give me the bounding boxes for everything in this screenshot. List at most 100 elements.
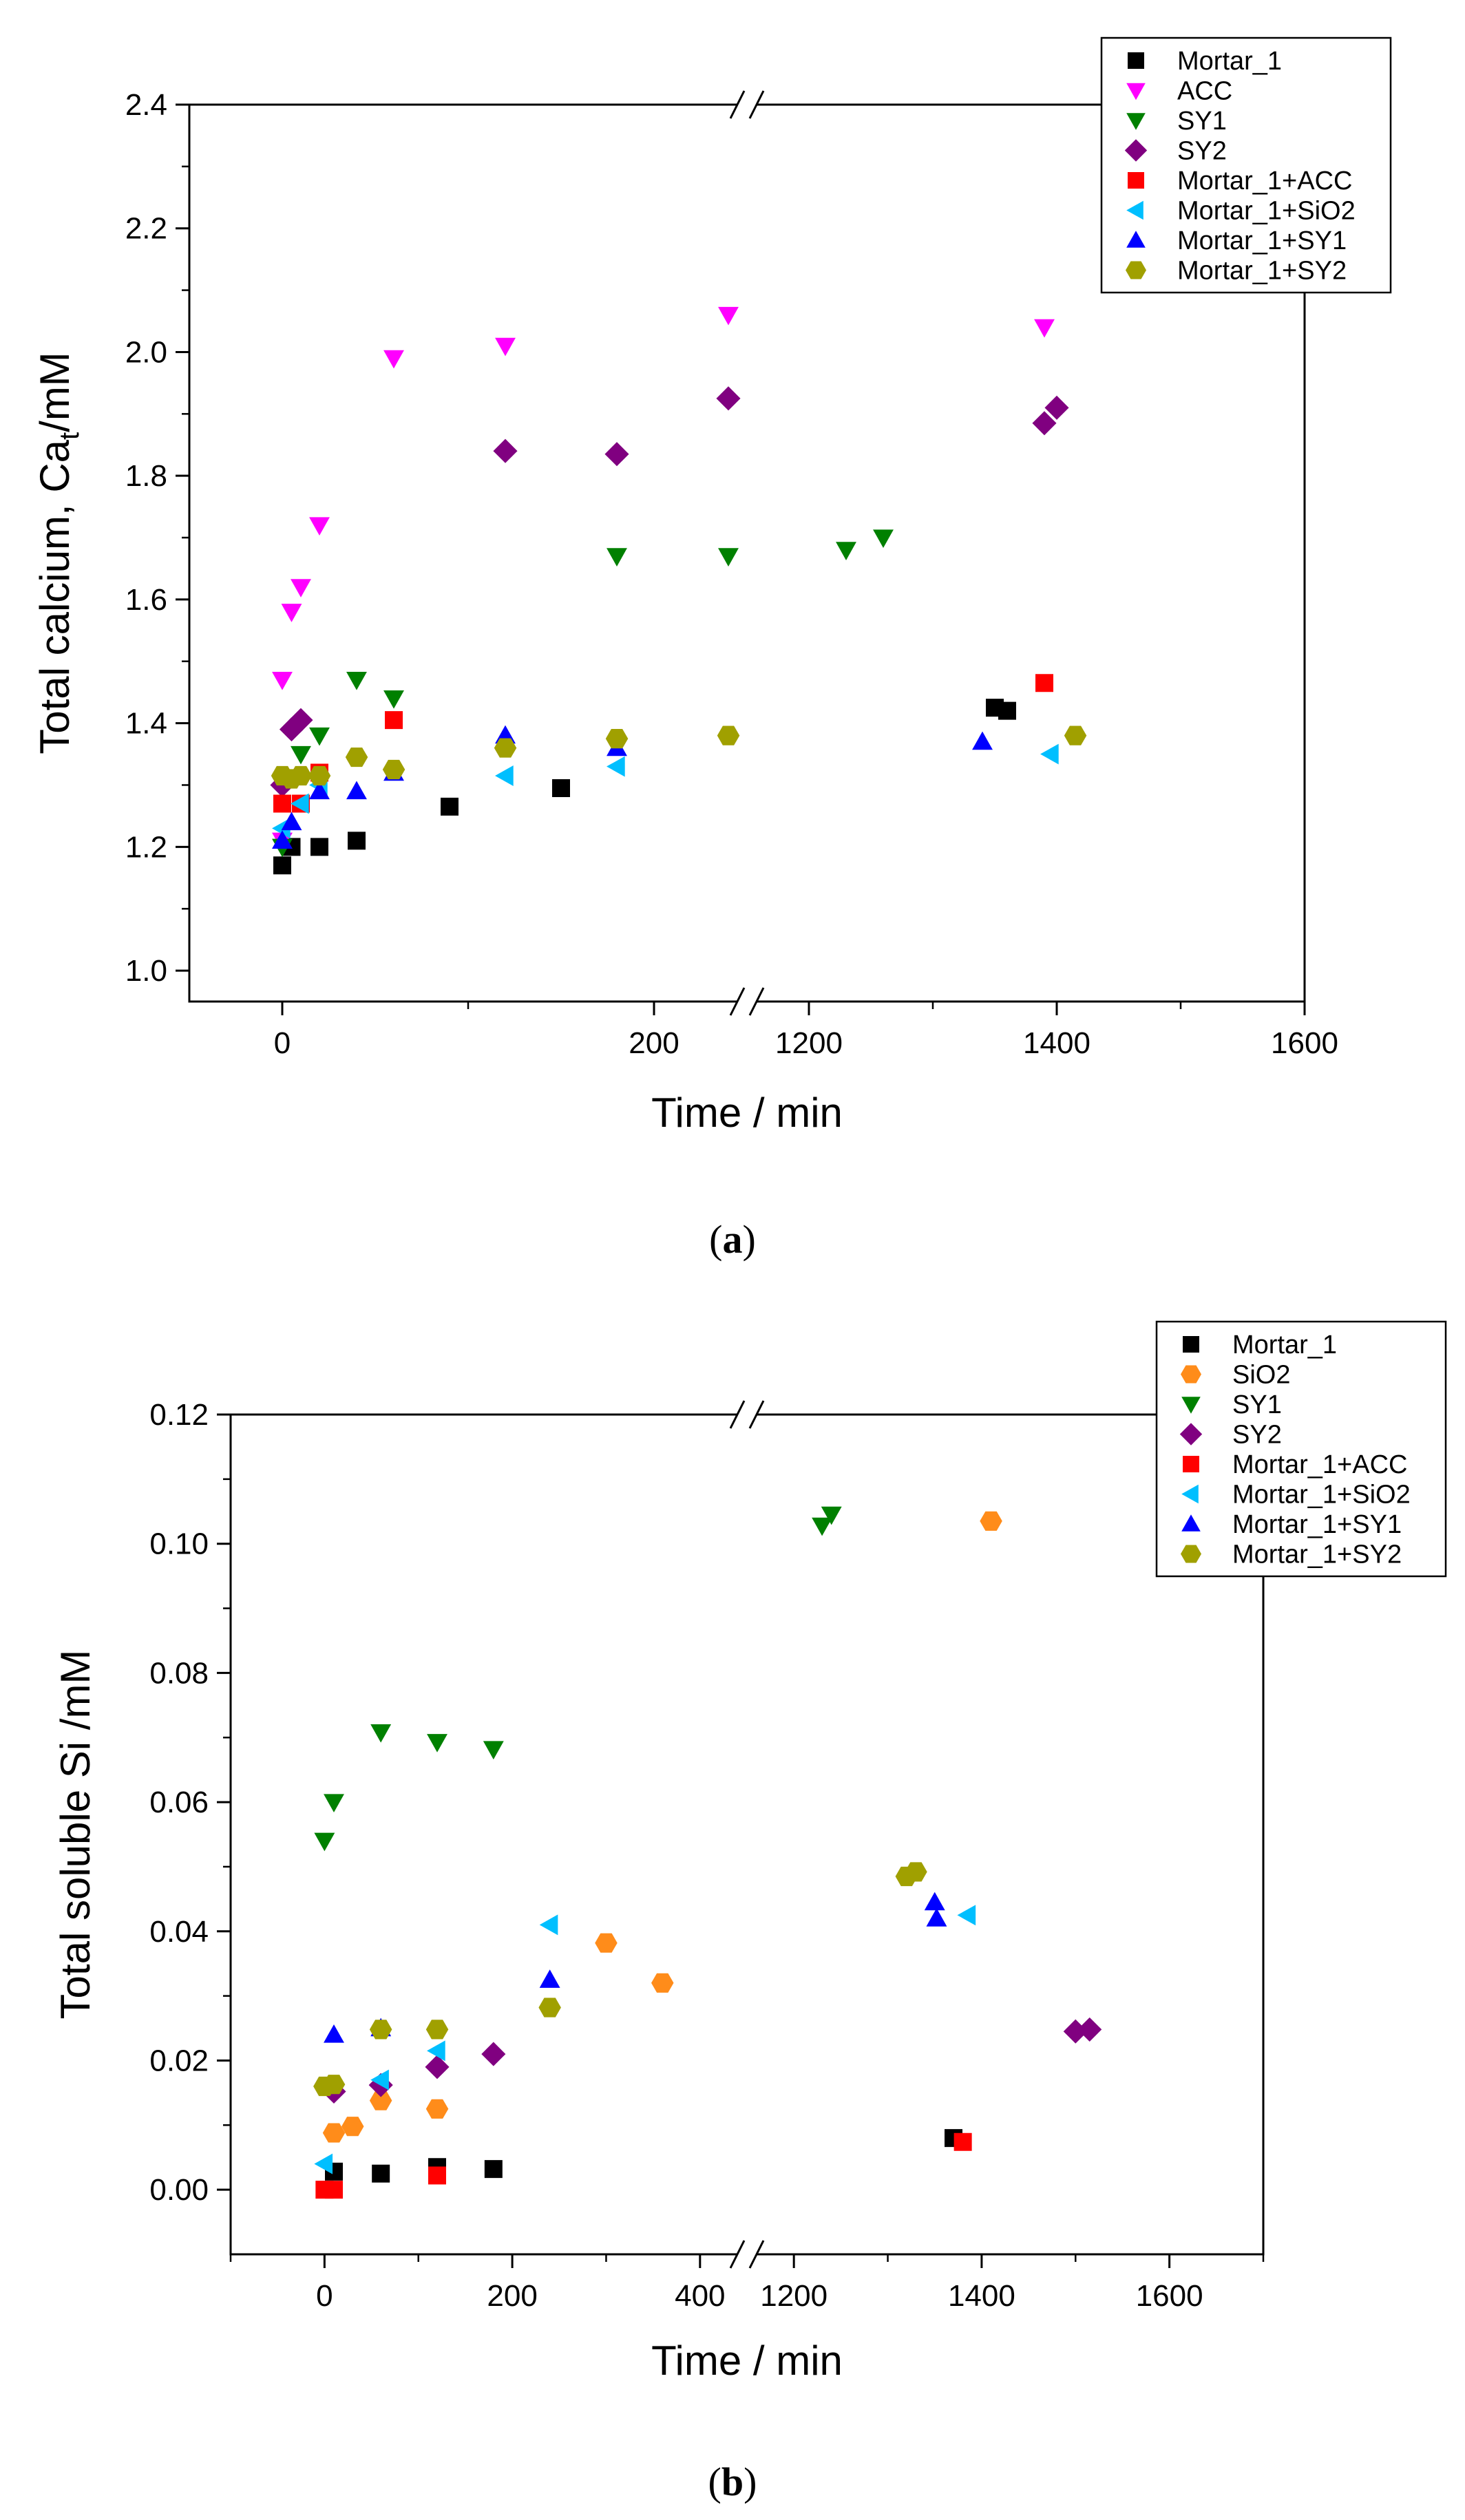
legend-box xyxy=(1155,1320,1447,1578)
data-point xyxy=(926,1908,947,1927)
data-point xyxy=(314,2153,333,2174)
x-tick-label: 1400 xyxy=(1023,1026,1090,1060)
y-tick-label: 1.8 xyxy=(125,459,167,493)
legend-marker xyxy=(1181,1484,1199,1504)
legend-marker xyxy=(1181,1365,1201,1384)
legend-entry: Mortar_1+SiO2 xyxy=(1177,197,1356,226)
legend-entry: Mortar_1 xyxy=(1232,1331,1337,1359)
data-point xyxy=(309,727,330,746)
legend-marker xyxy=(1183,1456,1199,1472)
data-point xyxy=(1044,395,1069,420)
x-tick-label: 400 xyxy=(675,2279,725,2313)
legend-marker xyxy=(1181,1397,1201,1414)
data-point xyxy=(1040,743,1059,765)
data-point xyxy=(495,337,516,357)
data-point xyxy=(291,793,309,814)
data-point xyxy=(425,2099,449,2119)
y-tick-label: 0.00 xyxy=(149,2173,209,2207)
y-axis-title-main: Total soluble Si /mM xyxy=(52,1650,98,2020)
axis-break-mark xyxy=(748,987,765,1016)
data-point xyxy=(427,1734,447,1753)
axis-break-gap xyxy=(737,2239,757,2269)
data-point xyxy=(289,765,313,786)
data-point xyxy=(924,1892,945,1911)
data-point xyxy=(341,2117,364,2137)
data-point xyxy=(716,386,741,411)
data-point xyxy=(905,1862,927,1882)
data-point xyxy=(369,2020,392,2040)
data-point xyxy=(1035,674,1053,692)
data-point xyxy=(322,2075,346,2095)
plot-frame xyxy=(229,1413,1265,2256)
data-point xyxy=(346,781,367,800)
axis-break-mark xyxy=(729,987,746,1016)
data-point xyxy=(382,759,405,780)
data-point xyxy=(385,711,403,730)
axis-break-gap xyxy=(737,89,757,120)
legend-entry: Mortar_1+SiO2 xyxy=(1232,1481,1411,1510)
data-point xyxy=(425,2055,450,2079)
axis-break-mark xyxy=(748,90,765,119)
data-point xyxy=(291,579,311,597)
legend-entry: Mortar_1 xyxy=(1177,47,1282,76)
y-tick-label: 1.2 xyxy=(125,830,167,864)
legend-box xyxy=(1100,36,1392,294)
data-point xyxy=(953,2132,972,2151)
legend-marker xyxy=(1128,172,1144,189)
data-point xyxy=(718,306,739,326)
y-tick-label: 2.0 xyxy=(125,335,167,369)
data-point xyxy=(427,2040,445,2062)
legend-entry: Mortar_1+ACC xyxy=(1232,1450,1407,1479)
y-tick-label: 2.2 xyxy=(125,212,167,246)
data-point xyxy=(441,797,459,816)
y-axis-title-main: Total calcium, Ca xyxy=(32,439,78,754)
y-tick-label: 0.06 xyxy=(149,1786,209,1819)
axis-break-mark xyxy=(729,90,746,119)
data-point xyxy=(972,731,993,750)
data-point xyxy=(425,2020,449,2040)
data-point xyxy=(552,779,570,797)
legend-entry: Mortar_1+SY2 xyxy=(1177,257,1347,286)
data-point xyxy=(288,708,313,732)
y-axis-title: Total soluble Si /mM xyxy=(52,1650,98,2020)
data-point xyxy=(383,350,404,369)
series-SY2 xyxy=(270,386,1069,798)
data-point xyxy=(604,442,629,467)
data-point xyxy=(821,1506,842,1525)
data-point xyxy=(1032,411,1057,436)
data-point xyxy=(495,765,514,786)
series-SY1 xyxy=(314,1506,842,1852)
data-point xyxy=(348,832,366,850)
data-point xyxy=(494,738,517,758)
legend-marker xyxy=(1181,1514,1201,1532)
data-point xyxy=(372,2164,390,2183)
data-point xyxy=(1077,2017,1102,2042)
data-point xyxy=(346,672,367,690)
series-Mortar_1+SY1 xyxy=(272,725,993,849)
data-point xyxy=(873,529,894,548)
axis-break-mark xyxy=(729,1400,746,1429)
data-point xyxy=(370,2069,389,2090)
data-point xyxy=(718,548,739,567)
legend-marker xyxy=(1126,200,1143,220)
data-point xyxy=(324,1794,344,1813)
data-point xyxy=(539,1969,560,1988)
data-point xyxy=(322,2123,346,2143)
legend-marker xyxy=(1183,1336,1199,1353)
legend-entry: Mortar_1+SY2 xyxy=(1232,1540,1402,1569)
data-point xyxy=(325,2181,343,2199)
data-point xyxy=(717,726,740,745)
data-point xyxy=(281,604,302,622)
data-point xyxy=(345,748,368,767)
y-tick-label: 1.0 xyxy=(125,954,167,988)
data-point xyxy=(836,542,856,560)
data-point xyxy=(998,701,1016,720)
data-point xyxy=(272,830,293,849)
x-axis-title: Time / min xyxy=(651,2338,843,2384)
legend-entry: Mortar_1+SY1 xyxy=(1232,1510,1402,1539)
y-tick-label: 2.4 xyxy=(125,88,167,122)
legend-entry: SY1 xyxy=(1177,107,1227,136)
data-point xyxy=(812,1517,833,1536)
x-tick-label: 1600 xyxy=(1136,2279,1203,2313)
legend-marker xyxy=(1126,83,1146,100)
